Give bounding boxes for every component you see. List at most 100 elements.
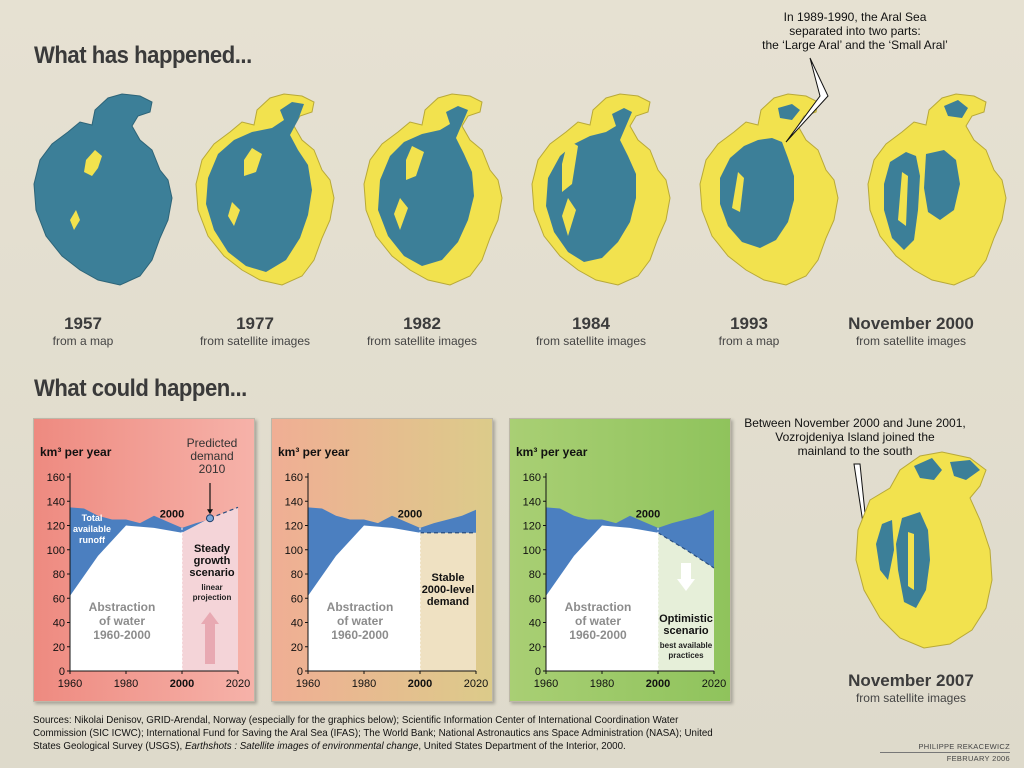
scenario-note: best available	[660, 641, 713, 650]
y-axis-label: km³ per year	[278, 445, 350, 459]
x-tick-label: 2020	[226, 678, 250, 690]
map-1982	[363, 93, 503, 286]
x-tick-label: 1980	[590, 678, 614, 690]
y-tick-label: 120	[47, 521, 65, 533]
x-tick-label: 2020	[702, 678, 726, 690]
y-tick-label: 120	[523, 521, 541, 533]
map-1977	[195, 93, 335, 286]
y-tick-label: 0	[297, 666, 303, 678]
projection-line	[657, 532, 715, 569]
scenario-note: projection	[193, 593, 232, 602]
x-tick-label: 2000	[170, 678, 194, 690]
predicted-label: demand	[190, 449, 233, 463]
scenario-label: 2000-level	[422, 584, 475, 596]
x-tick-label: 1960	[58, 678, 82, 690]
x-tick-label: 2000	[408, 678, 432, 690]
heading-what-could-happen: What could happen...	[34, 375, 247, 402]
y-tick-label: 100	[47, 545, 65, 557]
scenario-label: scenario	[663, 625, 709, 637]
abstraction-label: 1960-2000	[331, 628, 389, 642]
abstraction-label: Abstraction	[89, 600, 156, 614]
x-tick-label: 1960	[296, 678, 320, 690]
map-november-2000	[867, 93, 1007, 286]
abstraction-area	[308, 525, 420, 671]
runoff-label: available	[73, 524, 111, 534]
scenario-area	[182, 507, 238, 671]
abstraction-label: 1960-2000	[569, 628, 627, 642]
projection-line	[209, 506, 239, 519]
map-caption: 1984 from satellite images	[535, 314, 647, 348]
author-credit: PHILIPPE REKACEWICZ FEBRUARY 2006	[880, 742, 1010, 763]
abstraction-label: of water	[337, 614, 383, 628]
y-axis-label: km³ per year	[40, 445, 112, 459]
y-tick-label: 60	[53, 593, 65, 605]
predicted-label: Predicted	[187, 436, 238, 450]
x-tick-label: 1960	[534, 678, 558, 690]
map-november-2007	[855, 451, 993, 649]
predicted-label: 2010	[199, 462, 226, 476]
predicted-arrowhead	[207, 509, 213, 515]
scenario-label: growth	[194, 555, 231, 567]
map-caption-2007: November 2007 from satellite images	[848, 671, 974, 705]
x-tick-label: 1980	[352, 678, 376, 690]
abstraction-label: Abstraction	[565, 600, 632, 614]
marker-label-2000: 2000	[636, 508, 660, 520]
y-tick-label: 40	[53, 618, 65, 630]
y-tick-label: 100	[285, 545, 303, 557]
y-tick-label: 140	[285, 496, 303, 508]
y-tick-label: 0	[535, 666, 541, 678]
scenario-label: demand	[427, 596, 469, 608]
map-1993	[699, 93, 839, 286]
scenario-note: practices	[668, 651, 704, 660]
scenario-area	[658, 532, 714, 671]
abstraction-area	[70, 518, 210, 671]
aral-sea-maps	[33, 93, 1007, 286]
map-caption: 1993 from a map	[718, 314, 780, 348]
y-tick-label: 60	[529, 593, 541, 605]
predicted-point	[206, 514, 214, 523]
map-caption: 1982 from satellite images	[366, 314, 478, 348]
scenario-area	[420, 532, 476, 671]
chart-stable-demand: km³ per year 160 140 120 100 80 60 40 20 0 1960 19…	[271, 418, 493, 702]
marker-label-2000: 2000	[160, 508, 184, 520]
sources-text: Sources: Nikolai Denisov, GRID-Arendal, …	[33, 714, 713, 752]
scenario-label: scenario	[189, 567, 235, 579]
reduction-arrow	[677, 563, 695, 591]
map-caption: 1977 from satellite images	[199, 314, 311, 348]
y-tick-label: 40	[291, 618, 303, 630]
chart-optimistic: km³ per year 160 140 120 100 80 60 40 20 0 1960 19…	[509, 418, 731, 702]
y-tick-label: 80	[291, 569, 303, 581]
map-1957	[33, 93, 173, 286]
scenario-label: Optimistic	[659, 613, 713, 625]
y-tick-label: 80	[529, 569, 541, 581]
abstraction-label: 1960-2000	[93, 628, 151, 642]
y-tick-label: 20	[291, 642, 303, 654]
x-tick-label: 2020	[464, 678, 488, 690]
marker-label-2000: 2000	[398, 508, 422, 520]
scenario-label: Steady	[194, 543, 231, 555]
growth-arrow	[201, 612, 219, 664]
scenario-label: Stable	[431, 572, 464, 584]
abstraction-label: of water	[575, 614, 621, 628]
abstraction-label: of water	[99, 614, 145, 628]
y-tick-label: 20	[529, 642, 541, 654]
abstraction-area	[546, 525, 658, 671]
y-tick-label: 160	[47, 472, 65, 484]
note-island-joined: Between November 2000 and June 2001, Vozr…	[744, 416, 966, 458]
scenario-note: linear	[201, 583, 222, 592]
y-tick-label: 60	[291, 593, 303, 605]
y-tick-label: 140	[47, 496, 65, 508]
map-caption: 1957 from a map	[52, 314, 114, 348]
map-caption: November 2000 from satellite images	[848, 314, 974, 348]
y-tick-label: 80	[53, 569, 65, 581]
note-pointer	[785, 57, 829, 143]
y-tick-label: 160	[523, 472, 541, 484]
abstraction-label: Abstraction	[327, 600, 394, 614]
heading-what-has-happened: What has happened...	[34, 42, 252, 69]
map-1984	[531, 93, 671, 286]
chart-steady-growth: km³ per year 160 140 120 100 80 60 40 20 0 1960 19…	[33, 418, 255, 702]
runoff-label: runoff	[79, 535, 106, 545]
y-tick-label: 140	[523, 496, 541, 508]
